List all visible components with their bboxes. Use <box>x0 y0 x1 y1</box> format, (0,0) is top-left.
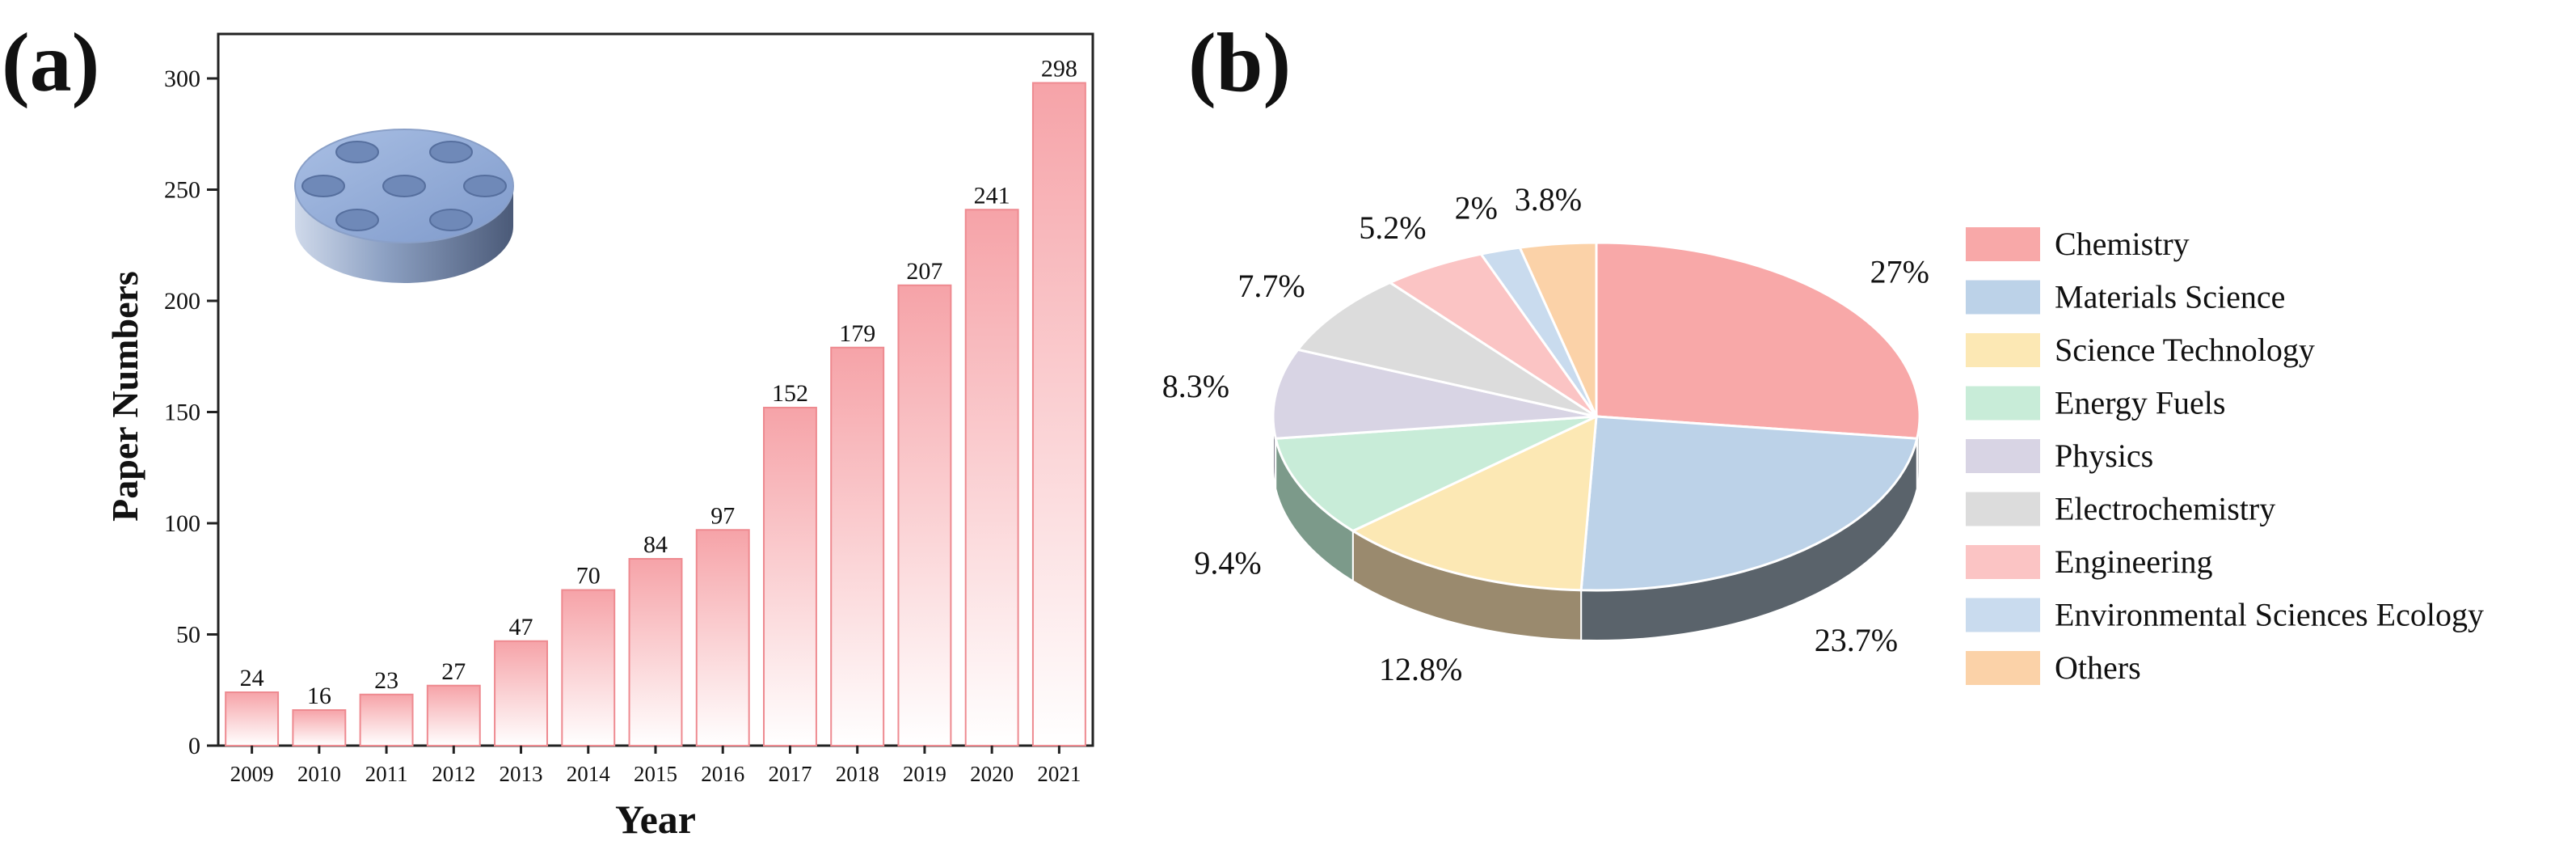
bar-value-label: 298 <box>1041 56 1077 82</box>
pie-value-label: 8.3% <box>1162 368 1229 404</box>
legend-swatch <box>1966 439 2040 473</box>
bar-value-label: 70 <box>576 563 601 590</box>
x-tick-label: 2016 <box>701 762 744 786</box>
x-tick-label: 2018 <box>836 762 879 786</box>
pie-slice-science-technology <box>1350 414 1598 592</box>
legend-swatch <box>1966 386 2040 421</box>
pie-value-label: 12.8% <box>1379 651 1462 687</box>
pie-value-label: 3.8% <box>1515 181 1582 218</box>
legend: Chemistry Materials Science Science Techno… <box>1966 226 2484 686</box>
bar <box>897 284 952 746</box>
bar-value-label: 16 <box>307 683 331 709</box>
pie-slices <box>1271 241 1921 592</box>
x-tick-label: 2017 <box>768 762 812 786</box>
x-tick-label: 2011 <box>365 762 408 786</box>
legend-swatch <box>1966 492 2040 526</box>
bar <box>1031 82 1086 746</box>
pie-value-label: 27% <box>1870 253 1929 290</box>
x-tick-label: 2013 <box>500 762 543 786</box>
y-tick-label: 50 <box>176 622 200 649</box>
y-axis: 0 50 100 150 200 250 300 <box>164 66 218 759</box>
y-tick-label: 150 <box>164 400 200 426</box>
x-tick-label: 2009 <box>230 762 274 786</box>
panel-label-a: (a) <box>2 16 99 109</box>
x-tick-label: 2020 <box>970 762 1014 786</box>
x-tick-label: 2010 <box>297 762 341 786</box>
pie-slice-physics <box>1271 348 1597 440</box>
x-tick-label: 2021 <box>1037 762 1081 786</box>
pie-value-label: 5.2% <box>1359 209 1426 246</box>
bar <box>830 346 885 746</box>
y-axis-title: Paper Numbers <box>104 271 145 522</box>
bar-chart-panel: (a) 0 50 100 150 200 250 300 24 16 23 27 47 70 84 97 1… <box>2 16 1094 842</box>
y-tick-label: 250 <box>164 177 200 204</box>
panel-label-b: (b) <box>1188 16 1291 109</box>
pie-value-label: 23.7% <box>1815 622 1898 658</box>
legend-label: Electrochemistry <box>2055 491 2275 527</box>
bar-value-label: 27 <box>441 658 466 685</box>
bar <box>494 640 548 746</box>
x-axis: 2009 2010 2011 2012 2013 2014 2015 2016 2017 2018… <box>230 746 1081 786</box>
legend-label: Engineering <box>2055 543 2213 580</box>
legend-swatch <box>1966 280 2040 315</box>
bar <box>225 691 280 746</box>
pie-value-label: 9.4% <box>1194 544 1261 581</box>
y-tick-label: 100 <box>164 510 200 537</box>
x-tick-label: 2019 <box>903 762 947 786</box>
pie-slice-electrochemistry <box>1296 281 1597 418</box>
bar <box>695 529 750 746</box>
y-tick-label: 200 <box>164 288 200 315</box>
pie-value-labels: 27% 23.7% 12.8% 9.4% 8.3% 7.7% 5.2% 2% 3.8% <box>1162 181 1929 687</box>
bar-value-label: 179 <box>839 320 875 347</box>
legend-label: Environmental Sciences Ecology <box>2055 597 2484 633</box>
legend-label: Physics <box>2055 438 2153 474</box>
pie-slice-materials-science <box>1579 415 1919 592</box>
bar <box>561 589 616 746</box>
perforated-disc-icon <box>294 129 514 283</box>
bar <box>359 693 414 746</box>
legend-swatch <box>1966 651 2040 685</box>
bar <box>628 558 683 746</box>
y-tick-label: 300 <box>164 66 200 92</box>
bar-value-label: 47 <box>509 614 533 640</box>
bar-value-label: 84 <box>643 531 668 558</box>
legend-label: Energy Fuels <box>2055 385 2225 421</box>
x-tick-label: 2012 <box>432 762 475 786</box>
pie-slice-chemistry <box>1595 241 1921 440</box>
x-tick-label: 2014 <box>567 762 611 786</box>
bar <box>426 684 481 746</box>
pie-chart-panel: (b) 27%23.7%12.8%9.4%8.3%7.7%5.2%2% 3.8% … <box>1162 16 2484 687</box>
bar <box>964 209 1019 746</box>
x-axis-title: Year <box>615 797 696 842</box>
pie-slice-others <box>1518 241 1598 417</box>
legend-label: Materials Science <box>2055 279 2285 315</box>
bar-value-label: 207 <box>906 258 942 285</box>
legend-swatch <box>1966 545 2040 579</box>
bars: 24 16 23 27 47 70 84 97 152 179 207 241 298 <box>225 56 1086 746</box>
legend-label: Chemistry <box>2055 226 2190 262</box>
bar-value-label: 152 <box>772 380 808 407</box>
bar-value-label: 23 <box>374 667 398 694</box>
bar <box>292 709 347 746</box>
bar-value-label: 97 <box>710 502 735 529</box>
legend-swatch <box>1966 598 2040 632</box>
bar-value-label: 24 <box>240 665 264 691</box>
y-tick-label: 0 <box>188 733 200 759</box>
legend-label: Others <box>2055 649 2141 686</box>
pie-slice-energy-fuels <box>1274 415 1597 533</box>
bar-value-label: 241 <box>974 182 1010 209</box>
pie-value-label: 2% <box>1455 189 1498 226</box>
x-tick-label: 2015 <box>634 762 677 786</box>
legend-label: Science Technology <box>2055 332 2315 368</box>
legend-swatch <box>1966 333 2040 367</box>
pie-value-label: 7.7% <box>1237 268 1305 304</box>
legend-swatch <box>1966 227 2040 261</box>
bar <box>763 407 817 746</box>
